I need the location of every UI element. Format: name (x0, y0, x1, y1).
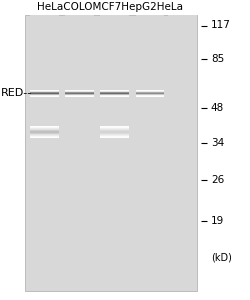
Bar (168, 15, 196, 291)
Bar (100, 136, 129, 137)
Bar (100, 132, 129, 133)
Bar (30, 136, 59, 137)
Text: HeLaCOLOMCF7HepG2HeLa: HeLaCOLOMCF7HepG2HeLa (37, 2, 183, 11)
Bar (100, 133, 129, 134)
Bar (30, 133, 59, 134)
Text: RED--: RED-- (1, 88, 32, 98)
Bar (100, 134, 129, 135)
Bar (30, 131, 59, 132)
Text: 19: 19 (210, 215, 223, 226)
Bar (100, 135, 129, 136)
Bar (100, 130, 129, 131)
Bar (135, 15, 164, 291)
Text: 117: 117 (210, 20, 230, 31)
Bar (30, 126, 59, 127)
Bar (30, 137, 59, 138)
Text: 26: 26 (210, 175, 223, 185)
Text: (kD): (kD) (210, 253, 231, 263)
Bar (30, 127, 59, 128)
Bar (30, 129, 59, 130)
Text: 48: 48 (210, 103, 223, 113)
Bar (100, 15, 129, 291)
Bar (30, 130, 59, 131)
Bar (30, 134, 59, 135)
Bar (65, 15, 94, 291)
Bar (100, 129, 129, 130)
Bar (30, 132, 59, 133)
Bar (100, 131, 129, 132)
Bar (100, 128, 129, 129)
Bar (30, 128, 59, 129)
Text: 85: 85 (210, 53, 223, 64)
Bar (30, 15, 59, 291)
Bar (100, 137, 129, 138)
Text: 34: 34 (210, 137, 223, 148)
Bar (25, 15, 196, 291)
Bar (30, 135, 59, 136)
Bar (100, 126, 129, 127)
